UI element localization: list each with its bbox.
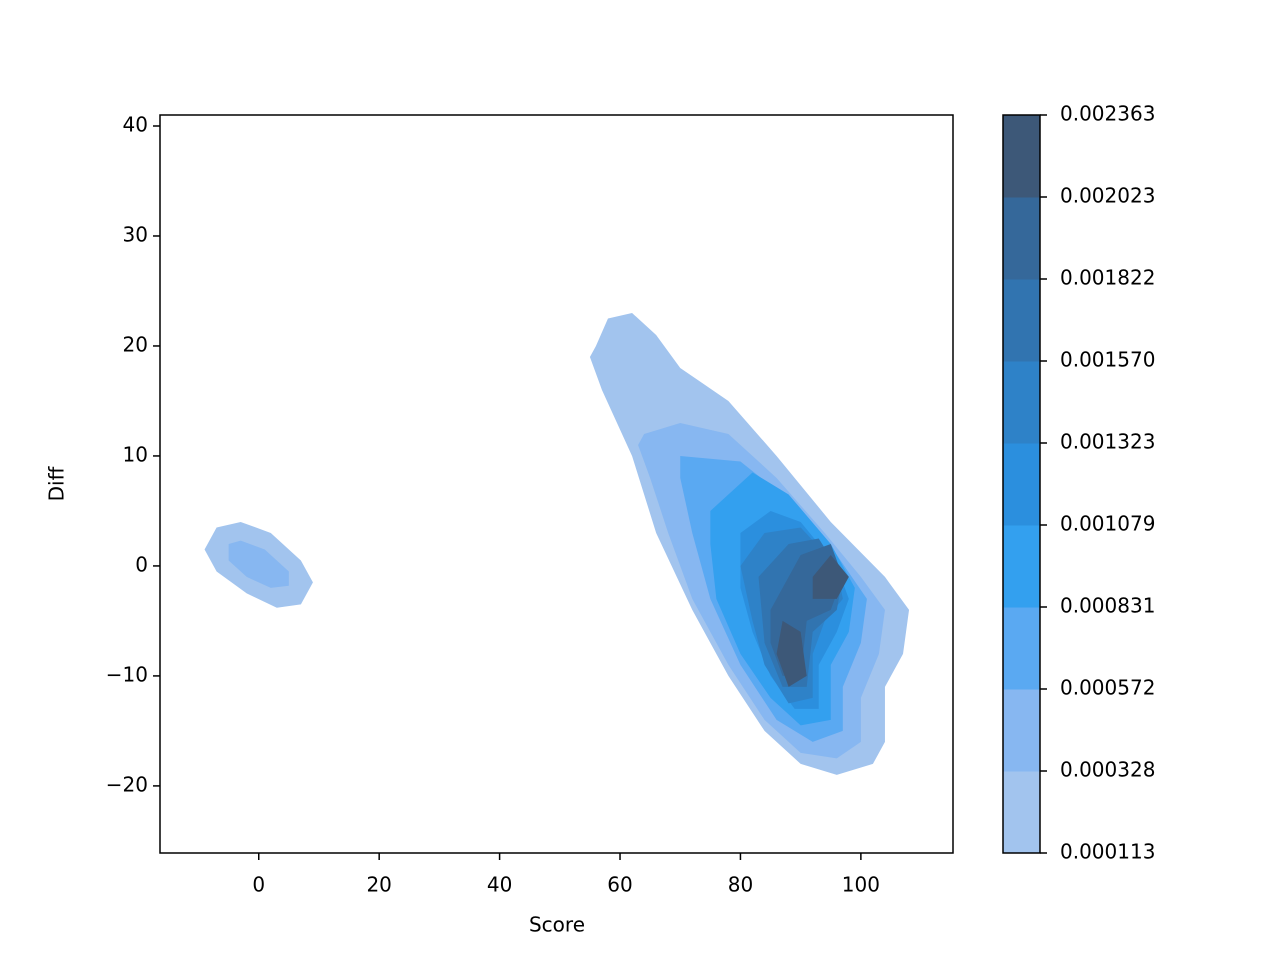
colorbar-tick-label: 0.001323 bbox=[1060, 430, 1155, 454]
x-axis-label: Score bbox=[529, 913, 585, 937]
y-tick-label: −20 bbox=[106, 772, 148, 796]
y-tick-label: −10 bbox=[106, 662, 148, 686]
density-contour bbox=[812, 554, 849, 599]
x-tick-label: 100 bbox=[842, 873, 880, 897]
density-contour bbox=[228, 540, 289, 588]
colorbar-band bbox=[1003, 197, 1040, 280]
colorbar-band bbox=[1003, 279, 1040, 362]
colorbar-band bbox=[1003, 607, 1040, 690]
colorbar-band bbox=[1003, 525, 1040, 608]
colorbar-tick-label: 0.002363 bbox=[1060, 102, 1155, 126]
colorbar-band bbox=[1003, 115, 1040, 198]
x-tick-label: 0 bbox=[252, 873, 265, 897]
x-tick-label: 60 bbox=[607, 873, 632, 897]
colorbar-tick-label: 0.000113 bbox=[1060, 840, 1155, 864]
colorbar-tick-label: 0.001822 bbox=[1060, 266, 1155, 290]
colorbar-band bbox=[1003, 361, 1040, 444]
plot-frame bbox=[159, 114, 954, 854]
colorbar-tick-label: 0.002023 bbox=[1060, 184, 1155, 208]
colorbar-tick-label: 0.000328 bbox=[1060, 758, 1155, 782]
y-tick-label: 40 bbox=[123, 112, 148, 136]
colorbar-tick-label: 0.001570 bbox=[1060, 348, 1155, 372]
y-tick-label: 20 bbox=[123, 332, 148, 356]
colorbar-band bbox=[1003, 689, 1040, 772]
colorbar-frame bbox=[1002, 114, 1041, 854]
x-tick-label: 80 bbox=[728, 873, 753, 897]
colorbar-band bbox=[1003, 443, 1040, 526]
colorbar-tick-label: 0.000831 bbox=[1060, 594, 1155, 618]
y-axis-label: Diff bbox=[45, 465, 69, 501]
x-tick-label: 40 bbox=[487, 873, 512, 897]
y-tick-label: 10 bbox=[123, 442, 148, 466]
y-tick-label: 0 bbox=[135, 552, 148, 576]
y-tick-label: 30 bbox=[123, 222, 148, 246]
colorbar-tick-label: 0.001079 bbox=[1060, 512, 1155, 536]
density-contour bbox=[776, 620, 807, 687]
colorbar-band bbox=[1003, 771, 1040, 854]
x-tick-label: 20 bbox=[366, 873, 391, 897]
colorbar-tick-label: 0.000572 bbox=[1060, 676, 1155, 700]
